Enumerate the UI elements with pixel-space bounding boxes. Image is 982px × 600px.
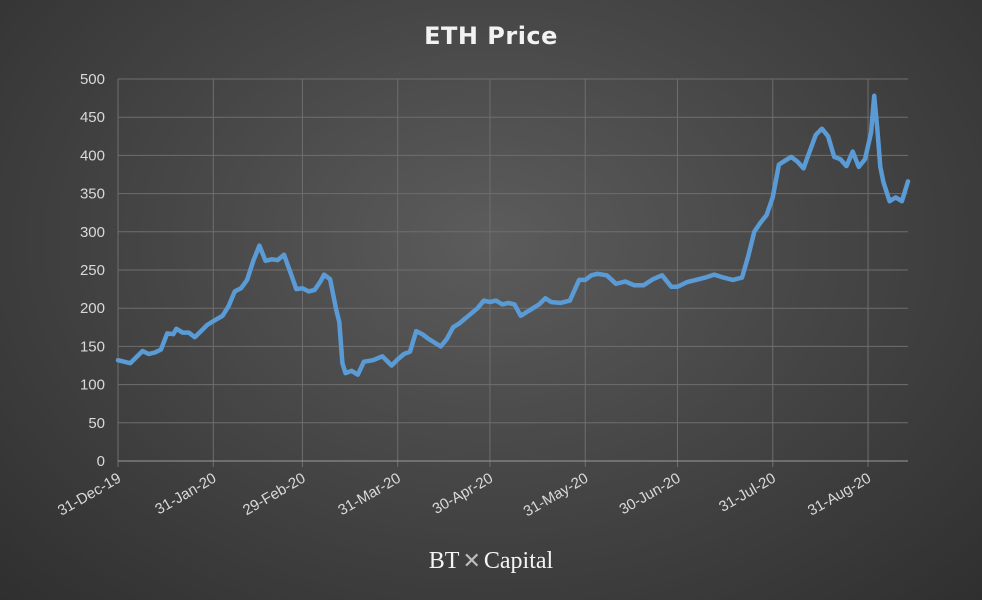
logo-text-capital: Capital	[483, 548, 554, 574]
x-tick-label: 31-Mar-20	[335, 470, 403, 519]
x-tick-label: 31-Dec-19	[55, 470, 124, 520]
y-tick-label: 500	[80, 71, 105, 88]
x-tick-label: 31-Jan-20	[152, 470, 219, 518]
x-tick-label: 30-Apr-20	[430, 470, 496, 518]
logo-text-bt: BT	[428, 548, 460, 574]
x-tick-label: 31-Jul-20	[716, 470, 779, 516]
bt-capital-logo: BT ✕ Capital	[0, 548, 982, 575]
y-tick-label: 350	[80, 186, 105, 203]
x-tick-label: 29-Feb-20	[240, 470, 308, 519]
x-tick-label: 31-May-20	[521, 470, 592, 521]
x-tick-label: 30-Jun-20	[616, 470, 683, 518]
y-tick-label: 400	[80, 147, 105, 164]
y-tick-label: 100	[80, 377, 105, 394]
y-tick-label: 0	[97, 453, 105, 470]
y-tick-label: 200	[80, 300, 105, 317]
y-axis-ticks: 0 50 100 150 200 250 300 350 400 450 500	[80, 71, 105, 470]
y-tick-label: 450	[80, 109, 105, 126]
x-axis-ticks: 31-Dec-19 31-Jan-20 29-Feb-20 31-Mar-20 30-A…	[55, 470, 874, 521]
gridlines	[117, 78, 908, 467]
y-tick-label: 50	[88, 415, 105, 432]
chart-title: ETH Price	[424, 22, 558, 50]
y-tick-label: 250	[80, 262, 105, 279]
y-tick-label: 150	[80, 338, 105, 355]
logo-x-mark-icon: ✕	[462, 548, 481, 573]
x-tick-label: 31-Aug-20	[805, 470, 874, 520]
y-tick-label: 300	[80, 224, 105, 241]
eth-price-line	[115, 93, 911, 377]
